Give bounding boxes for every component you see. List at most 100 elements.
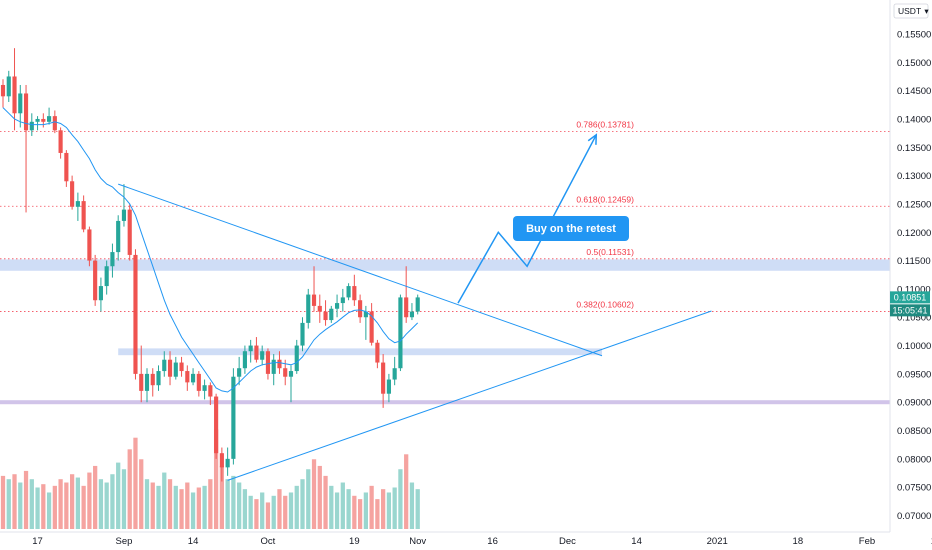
volume-bar — [404, 454, 409, 529]
support-line[interactable] — [0, 400, 890, 405]
candle-body[interactable] — [139, 373, 144, 391]
candle-body[interactable] — [288, 371, 294, 377]
candle-body[interactable] — [127, 209, 132, 255]
candle-body[interactable] — [375, 342, 380, 363]
time-axis-tick: 17 — [32, 536, 43, 547]
candle-body[interactable] — [87, 229, 92, 261]
bar-countdown: 15:05:41 — [892, 305, 927, 315]
moving-average-line — [2, 107, 419, 393]
candle-body[interactable] — [179, 362, 184, 372]
resistance-zone[interactable] — [0, 259, 890, 271]
candle-body[interactable] — [47, 116, 52, 122]
volume-bar — [231, 475, 236, 529]
fib-level-label: 0.786(0.13781) — [576, 119, 634, 129]
candle-body[interactable] — [415, 297, 420, 312]
volume-bar — [133, 437, 138, 529]
candle-body[interactable] — [23, 93, 29, 131]
candle-body[interactable] — [329, 308, 334, 321]
volume-bar — [139, 459, 144, 529]
candle-body[interactable] — [254, 345, 259, 360]
candle-body[interactable] — [64, 152, 69, 182]
volume-bar — [6, 479, 11, 529]
currency-selector[interactable]: USDT ▾ — [893, 3, 929, 19]
candle-body[interactable] — [208, 385, 213, 397]
candle-body[interactable] — [225, 458, 230, 468]
candle-body[interactable] — [121, 209, 127, 221]
price-axis-tick: 0.15500 — [897, 29, 931, 40]
candle-body[interactable] — [12, 76, 17, 114]
candle-body[interactable] — [156, 371, 161, 386]
candle-body[interactable] — [283, 368, 288, 377]
candle-body[interactable] — [196, 373, 201, 391]
candle-body[interactable] — [358, 300, 363, 318]
candle-body[interactable] — [381, 362, 386, 394]
buy-on-retest-callout[interactable]: Buy on the retest — [513, 216, 629, 241]
candle-body[interactable] — [237, 368, 242, 377]
mid-support-zone[interactable] — [118, 348, 603, 356]
candle-body[interactable] — [116, 220, 121, 253]
candle-body[interactable] — [133, 254, 138, 374]
candle-body[interactable] — [110, 252, 115, 267]
candle-body[interactable] — [323, 311, 328, 321]
candle-body[interactable] — [294, 345, 299, 372]
candle-body[interactable] — [202, 385, 207, 391]
candle-body[interactable] — [271, 359, 276, 374]
candle-body[interactable] — [300, 322, 305, 346]
candle-body[interactable] — [392, 368, 397, 380]
candle-body[interactable] — [58, 130, 63, 153]
candle-body[interactable] — [386, 379, 391, 394]
candle-body[interactable] — [404, 297, 409, 318]
candle-body[interactable] — [52, 116, 57, 131]
candle-body[interactable] — [41, 118, 46, 122]
volume-bar — [190, 492, 196, 529]
candle-body[interactable] — [190, 373, 196, 383]
volume-bar — [173, 485, 178, 529]
volume-bar — [18, 482, 23, 529]
candle-body[interactable] — [231, 376, 236, 459]
candle-body[interactable] — [334, 303, 340, 309]
volume-bar — [277, 489, 282, 529]
candle-body[interactable] — [0, 84, 6, 97]
ascending-trendline[interactable] — [227, 310, 712, 481]
candle-body[interactable] — [93, 260, 98, 301]
candle-body[interactable] — [150, 373, 155, 386]
candle-body[interactable] — [144, 373, 150, 391]
descending-trendline[interactable] — [118, 183, 603, 357]
candle-body[interactable] — [70, 181, 75, 207]
candle-body[interactable] — [173, 362, 178, 377]
candle-body[interactable] — [75, 201, 80, 207]
candle-body[interactable] — [265, 351, 271, 374]
candle-body[interactable] — [214, 396, 219, 454]
candle-body[interactable] — [98, 286, 103, 301]
candle-body[interactable] — [277, 359, 282, 369]
candle-body[interactable] — [185, 371, 190, 383]
candle-body[interactable] — [260, 351, 265, 360]
candle-body[interactable] — [346, 286, 351, 298]
candle-body[interactable] — [369, 311, 374, 343]
candle-body[interactable] — [167, 359, 173, 377]
candle-body[interactable] — [340, 297, 345, 304]
candle-body[interactable] — [29, 121, 34, 131]
candle-body[interactable] — [398, 297, 403, 369]
candle-body[interactable] — [6, 76, 11, 97]
projection-path[interactable] — [457, 134, 597, 304]
candle-body[interactable] — [317, 305, 322, 312]
candle-body[interactable] — [81, 201, 86, 230]
volume-bar — [283, 495, 288, 529]
candle-body[interactable] — [363, 311, 368, 318]
candle-body[interactable] — [352, 286, 357, 301]
volume-bar — [116, 462, 121, 529]
volume-bar — [392, 487, 397, 529]
candle-body[interactable] — [35, 118, 40, 122]
candle-body[interactable] — [104, 266, 109, 287]
candle-body[interactable] — [306, 294, 311, 323]
candle-body[interactable] — [219, 453, 224, 468]
candle-body[interactable] — [18, 93, 23, 114]
candle-body[interactable] — [248, 345, 253, 352]
candle-body[interactable] — [162, 359, 167, 372]
candle-body[interactable] — [242, 351, 247, 369]
candle-body[interactable] — [311, 294, 317, 306]
candle-body[interactable] — [409, 311, 415, 318]
time-axis-tick: 19 — [349, 536, 360, 547]
